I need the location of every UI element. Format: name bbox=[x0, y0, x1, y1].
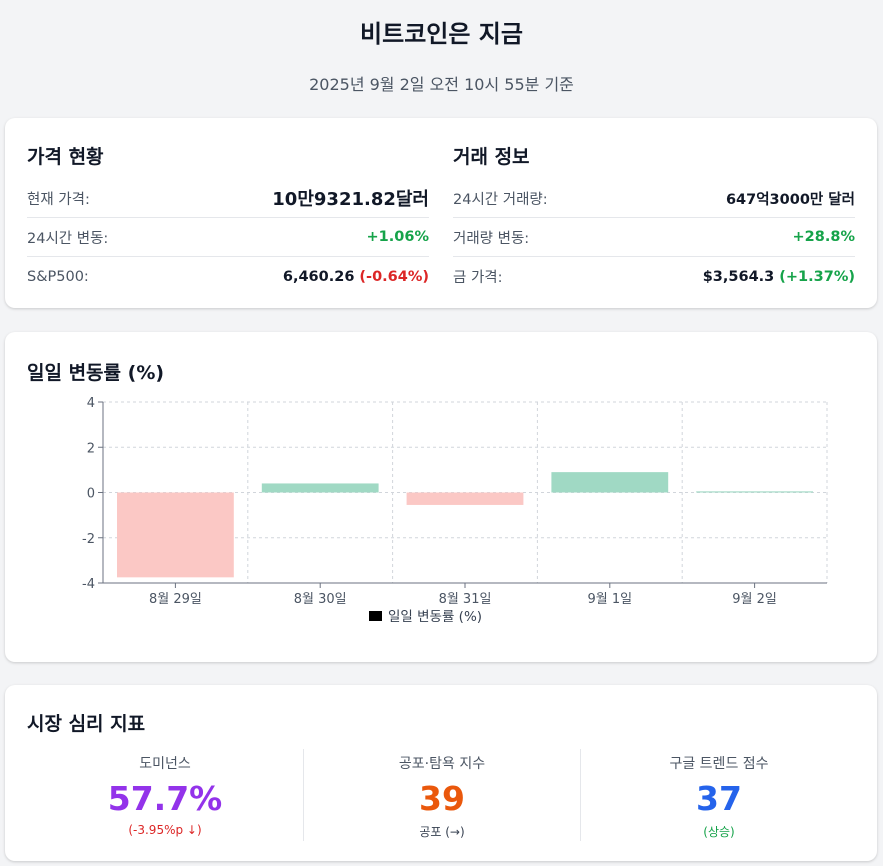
gold-price-change: (+1.37%) bbox=[779, 268, 855, 285]
market-sentiment-card: 시장 심리 지표 도미넌스 57.7% (-3.95%p ↓) 공포·탐욕 지수… bbox=[5, 685, 877, 861]
change-24h-value: +1.06% bbox=[366, 229, 429, 245]
dominance-metric: 도미넌스 57.7% (-3.95%p ↓) bbox=[27, 749, 303, 841]
gold-value-group: $3,564.3 (+1.37%) bbox=[703, 269, 855, 285]
volume-change-row: 거래량 변동: +28.8% bbox=[453, 218, 855, 257]
y-tick-label: 2 bbox=[87, 441, 95, 456]
google-trends-metric: 구글 트렌드 점수 37 (상승) bbox=[580, 749, 857, 841]
sp500-value: 6,460.26 bbox=[282, 268, 355, 285]
y-tick-label: 4 bbox=[87, 396, 95, 411]
page-subtitle: 2025년 9월 2일 오전 10시 55분 기준 bbox=[309, 75, 574, 94]
change-24h-row: 24시간 변동: +1.06% bbox=[27, 218, 429, 257]
daily-change-chart-card: 일일 변동률 (%) 4 2 0 -2 -4 8월 29일 8월 30일 8월 31일 9월 1… bbox=[5, 332, 877, 662]
dominance-change: (-3.95%p ↓) bbox=[128, 823, 202, 837]
sp500-label: S&P500: bbox=[27, 268, 89, 285]
trade-info-section: 거래 정보 24시간 거래량: 647억3000만 달러 거래량 변동: +28… bbox=[453, 142, 855, 296]
gold-price-value: $3,564.3 bbox=[702, 268, 775, 285]
volume-24h-value: 647억3000만 달러 bbox=[725, 191, 855, 208]
change-24h-label: 24시간 변동: bbox=[27, 230, 109, 247]
sp500-change: (-0.64%) bbox=[359, 268, 429, 285]
price-status-heading: 가격 현황 bbox=[27, 146, 104, 168]
gold-price-row: 금 가격: $3,564.3 (+1.37%) bbox=[453, 257, 855, 296]
page-title: 비트코인은 지금 bbox=[360, 20, 523, 48]
price-status-section: 가격 현황 현재 가격: 10만9321.82달러 24시간 변동: +1.06… bbox=[27, 142, 429, 296]
bar-4 bbox=[551, 472, 669, 493]
volume-change-value: +28.8% bbox=[792, 229, 855, 245]
fear-greed-metric: 공포·탐욕 지수 39 공포 (→) bbox=[303, 749, 580, 841]
y-tick-label: 0 bbox=[87, 487, 95, 502]
legend-label: 일일 변동률 (%) bbox=[388, 609, 482, 625]
x-tick-label: 8월 30일 bbox=[294, 592, 347, 607]
x-tick-label: 9월 1일 bbox=[587, 592, 632, 607]
bar-1 bbox=[117, 492, 234, 578]
bar-5 bbox=[696, 491, 813, 493]
trade-info-heading: 거래 정보 bbox=[453, 146, 530, 168]
sentiment-metrics: 도미넌스 57.7% (-3.95%p ↓) 공포·탐욕 지수 39 공포 (→… bbox=[27, 749, 857, 841]
sp500-row: S&P500: 6,460.26 (-0.64%) bbox=[27, 257, 429, 296]
volume-change-label: 거래량 변동: bbox=[453, 230, 530, 247]
bar-3 bbox=[406, 492, 524, 505]
current-price-value: 10만9321.82달러 bbox=[272, 189, 429, 210]
x-tick-label: 9월 2일 bbox=[732, 592, 777, 607]
fear-greed-label: 공포·탐욕 지수 bbox=[398, 756, 486, 772]
x-tick-label: 8월 31일 bbox=[439, 592, 492, 607]
bar-2 bbox=[261, 483, 379, 493]
current-price-row: 현재 가격: 10만9321.82달러 bbox=[27, 179, 429, 218]
y-tick-label: -2 bbox=[82, 532, 95, 547]
price-info-card: 가격 현황 현재 가격: 10만9321.82달러 24시간 변동: +1.06… bbox=[5, 118, 877, 308]
volume-24h-label: 24시간 거래량: bbox=[453, 191, 548, 208]
x-tick-label: 8월 29일 bbox=[149, 592, 202, 607]
sp500-value-group: 6,460.26 (-0.64%) bbox=[283, 269, 429, 285]
fear-greed-status: 공포 (→) bbox=[419, 825, 465, 839]
google-trends-label: 구글 트렌드 점수 bbox=[669, 756, 769, 772]
volume-24h-row: 24시간 거래량: 647억3000만 달러 bbox=[453, 179, 855, 218]
y-tick-label: -4 bbox=[82, 577, 95, 592]
gold-price-label: 금 가격: bbox=[453, 270, 503, 286]
google-trends-status: (상승) bbox=[703, 825, 735, 839]
dominance-label: 도미넌스 bbox=[139, 756, 191, 772]
chart-heading: 일일 변동률 (%) bbox=[27, 362, 165, 384]
fear-greed-value: 39 bbox=[419, 779, 465, 818]
google-trends-value: 37 bbox=[696, 779, 742, 818]
legend-swatch bbox=[369, 611, 382, 621]
dominance-value: 57.7% bbox=[107, 779, 223, 818]
current-price-label: 현재 가격: bbox=[27, 191, 90, 208]
sentiment-heading: 시장 심리 지표 bbox=[27, 713, 146, 735]
